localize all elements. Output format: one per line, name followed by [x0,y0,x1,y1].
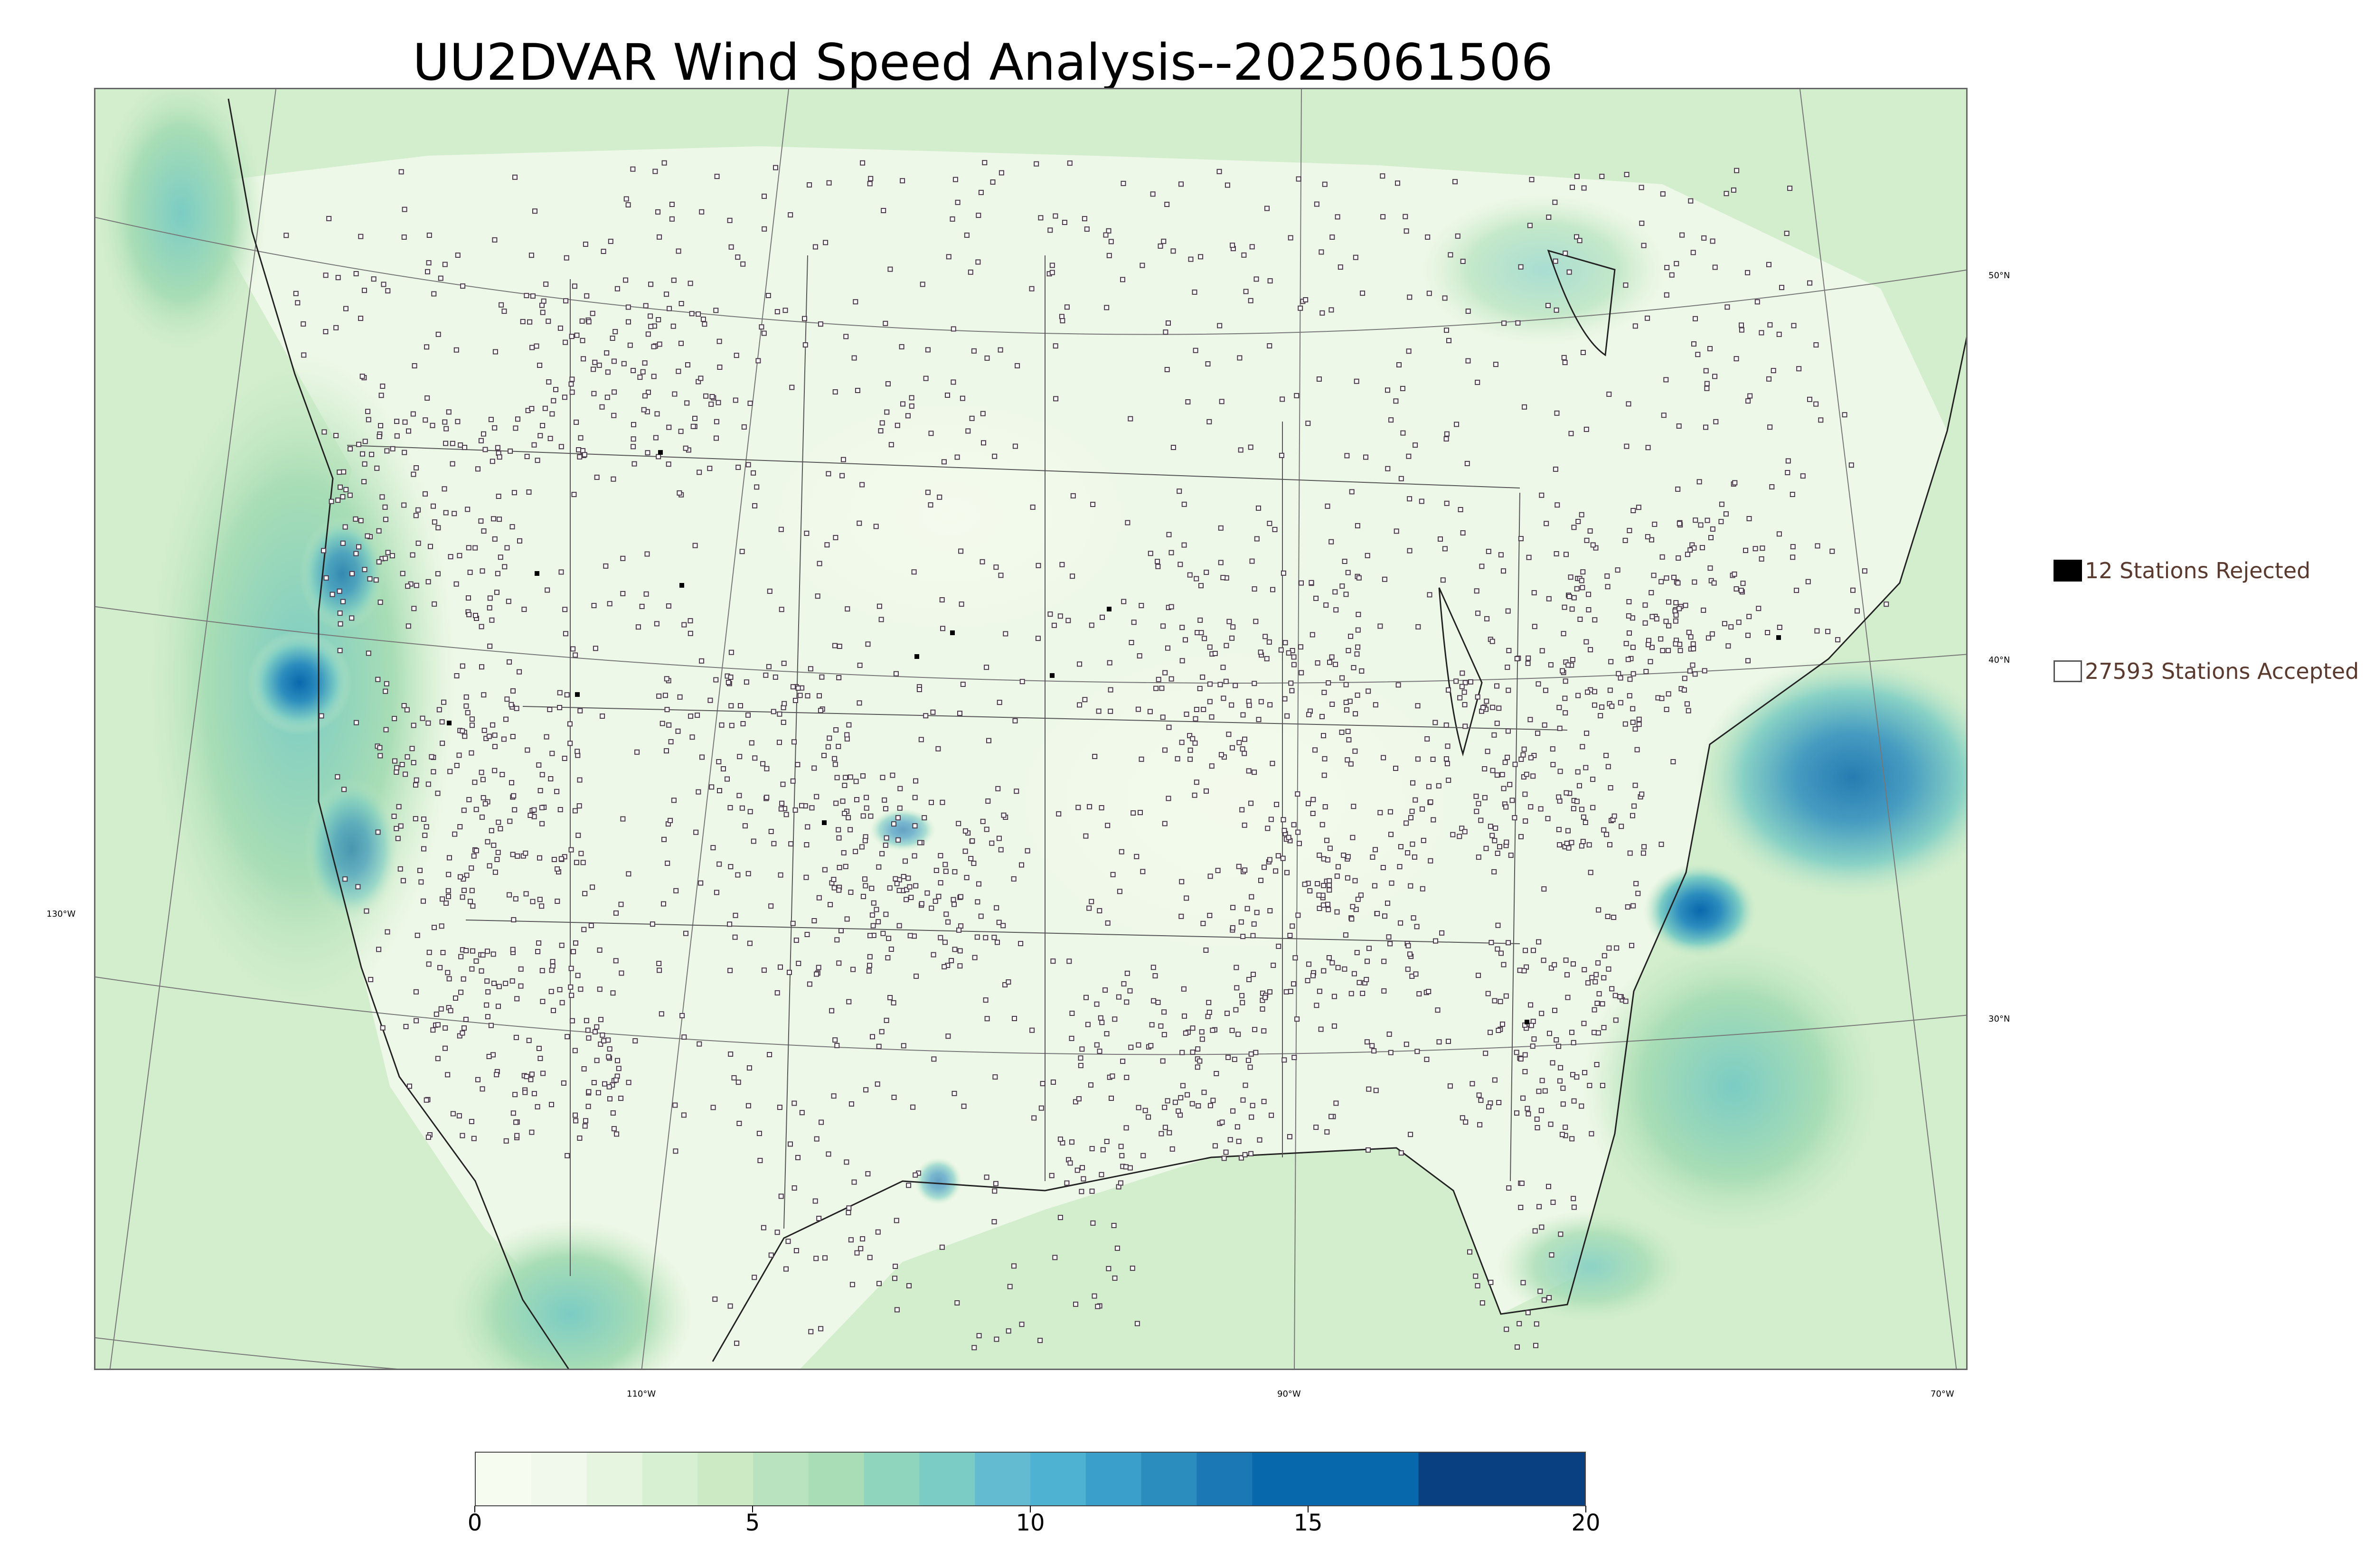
rejected-station [535,571,539,576]
colorbar-tick-label: 20 [1571,1510,1601,1536]
colorbar-band [753,1453,809,1505]
legend-rejected: 12 Stations Rejected [2054,556,2310,585]
colorbar-tick [1308,1506,1309,1512]
rejected-station [950,630,955,635]
colorbar-band [1141,1453,1197,1505]
rejected-station [822,820,827,825]
atlantic-wind-max [1643,863,1757,958]
colorbar-tick [1585,1506,1586,1512]
station-markers [283,160,1889,1351]
wind-speed-map [94,88,1968,1370]
longitude-label-110w: 110°W [627,1389,656,1399]
colorbar-tick-label: 0 [467,1510,482,1536]
colorbar-tick-label: 15 [1293,1510,1323,1536]
colorbar-band [642,1453,698,1505]
atlantic-wind-zone [1696,654,1966,901]
longitude-label-70w: 70°W [1931,1389,1954,1399]
rejected-station [914,654,919,659]
colorbar [475,1452,1586,1506]
colorbar-tick [752,1506,753,1512]
rejected-station-markers [447,450,1781,1024]
colorbar-band [1085,1453,1142,1505]
colorbar-band [531,1453,587,1505]
rejected-station [1107,607,1112,611]
latitude-label-50n: 50°N [1988,271,2010,281]
accepted-swatch [2054,660,2082,682]
latitude-label-30n: 30°N [1988,1014,2010,1024]
longitude-label-90w: 90°W [1277,1389,1301,1399]
legend-accepted: 27593 Stations Accepted [2054,657,2359,685]
longitude-label-130w: 130°W [47,909,76,919]
colorbar-tick-label: 5 [745,1510,760,1536]
latitude-label-40n: 40°N [1988,655,2010,665]
rejected-station [1776,635,1781,640]
colorbar-band [476,1453,532,1505]
political-boundaries [347,255,1568,1276]
colorbar-band [808,1453,865,1505]
colorbar-tick [474,1506,475,1512]
colorbar-band [975,1453,1031,1505]
colorbar-gradient [476,1453,1585,1505]
colorbar-tick-label: 10 [1016,1510,1045,1536]
accepted-label: 27593 Stations Accepted [2085,658,2359,684]
colorbar-band [586,1453,642,1505]
colorbar-band [1418,1453,1585,1505]
colorbar-band [919,1453,975,1505]
rejected-label: 12 Stations Rejected [2085,558,2311,583]
colorbar-band [864,1453,920,1505]
colorbar-band [1030,1453,1086,1505]
colorbar-band [697,1453,754,1505]
rejected-station [679,583,684,588]
rejected-station [1525,1020,1529,1024]
map-canvas [95,89,1966,1369]
coastlines [227,98,1966,1369]
colorbar-band [1196,1453,1253,1505]
rejected-station [1050,673,1055,678]
pacific-wind-max [247,630,352,735]
rejected-station [658,450,663,455]
map-title: UU2DVAR Wind Speed Analysis--2025061506 [413,33,1553,92]
colorbar-tick [1030,1506,1031,1512]
rejected-station [575,692,580,697]
rejected-station [447,721,452,725]
graticule [95,89,1966,1369]
rejected-swatch [2054,560,2082,582]
colorbar-band [1252,1453,1419,1505]
